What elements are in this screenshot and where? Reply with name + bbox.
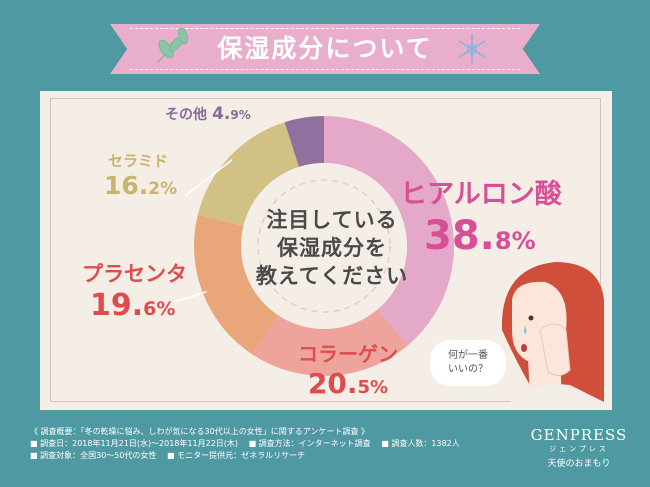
value-label: 20.5%: [307, 367, 389, 400]
value-unit: %: [238, 108, 251, 122]
slice-hyaluronic: [324, 116, 454, 346]
label-ceramide: セラミド 16.2%: [104, 150, 177, 200]
center-line-1: 注目している: [266, 208, 398, 232]
survey-row-2: ■ 調査対象：全国30〜50代の女性 ■ モニター提供元：ゼネラルリサーチ: [30, 450, 468, 462]
slice-ceramide: [197, 122, 299, 226]
value-int: 4.: [212, 104, 231, 124]
slice-collagen: [252, 309, 409, 376]
label-placenta: プラセンタ 19.6%: [82, 258, 187, 323]
label-hyaluronic: ヒアルロン酸 38.8%: [400, 172, 562, 259]
leader-ceramide: [184, 159, 233, 197]
center-line-3: 教えてください: [255, 264, 409, 288]
survey-footer: 《 調査概要：「冬の乾燥に悩み、しわが気になる30代以上の女性」に関するアンケー…: [30, 426, 468, 462]
speech-line-2: いいの？: [448, 364, 488, 375]
donut-hole: [241, 163, 407, 329]
label-other: その他 4.9%: [165, 104, 251, 124]
brand-tagline: 天使のおまもり: [547, 459, 611, 469]
value-label: 16.2%: [104, 171, 178, 200]
survey-period: ■ 調査日：2018年11月21日(水)〜2018年11月22日(木): [30, 439, 239, 448]
chart-card-border: [50, 98, 601, 402]
slice-placenta: [193, 214, 279, 355]
brand-logo: GENPRESS ジェンプレス 天使のおまもり: [524, 426, 634, 469]
survey-method: ■ 調査方法：インターネット調査: [248, 439, 371, 448]
label-collagen: コラーゲン 20.5%: [273, 338, 423, 400]
brand-kana: ジェンプレス: [549, 445, 609, 453]
page-title: 保湿成分について: [217, 34, 433, 63]
wreath-decor: [257, 179, 391, 313]
brand-name: GENPRESS: [530, 426, 628, 444]
survey-row-1: ■ 調査日：2018年11月21日(水)〜2018年11月22日(木) ■ 調査…: [30, 438, 468, 450]
speech-line-1: 何が一番: [448, 350, 488, 361]
category-label: その他: [165, 107, 207, 123]
category-label: プラセンタ: [82, 262, 187, 286]
leader-placenta: [174, 290, 207, 303]
center-line-2: 保湿成分を: [277, 236, 387, 260]
value-label: 38.8%: [424, 213, 536, 259]
title-ribbon-stitch: [130, 28, 520, 70]
survey-count: ■ 調査人数：1382人: [381, 439, 460, 448]
value-dec: 9: [230, 108, 239, 122]
speech-bubble: 何が一番 いいの？: [430, 340, 506, 386]
slice-other: [284, 116, 324, 167]
value-label: 19.6%: [90, 288, 176, 323]
category-label: セラミド: [108, 152, 169, 170]
survey-target: ■ 調査対象：全国30〜50代の女性: [30, 451, 157, 460]
category-label: ヒアルロン酸: [400, 179, 562, 210]
category-label: コラーゲン: [298, 342, 398, 366]
survey-provider: ■ モニター提供元：ゼネラルリサーチ: [167, 451, 306, 460]
chart-center-question: 注目している 保湿成分を 教えてください: [232, 206, 432, 290]
survey-title: 《 調査概要：「冬の乾燥に悩み、しわが気になる30代以上の女性」に関するアンケー…: [30, 427, 369, 436]
